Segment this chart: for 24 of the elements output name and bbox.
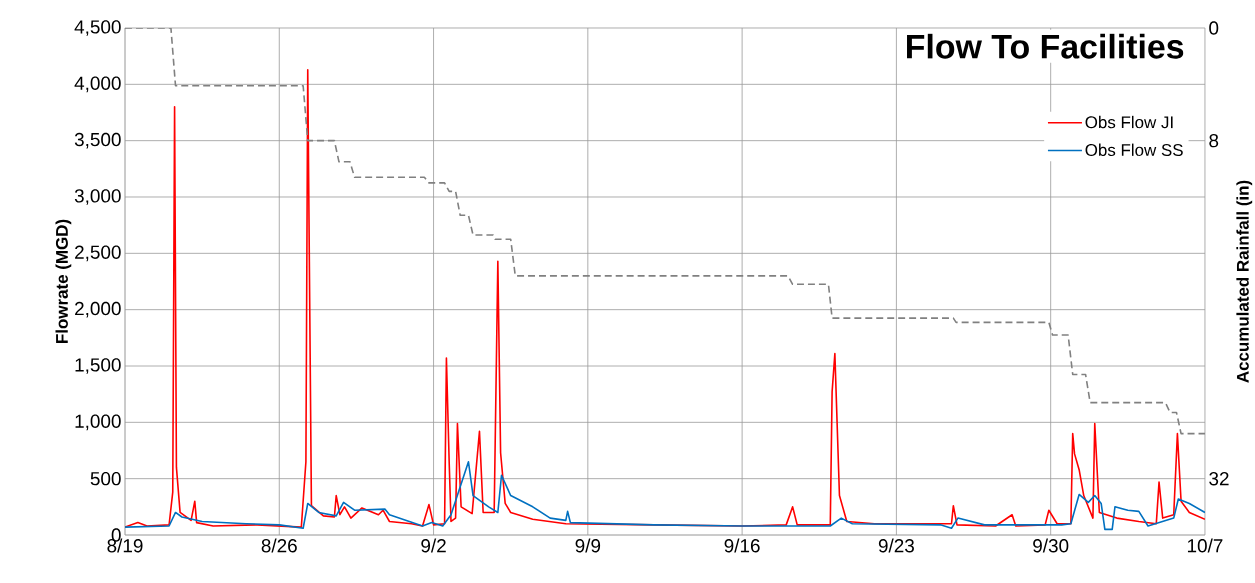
y-tick-label: 2,500: [75, 245, 121, 262]
legend-label: Obs Flow JI: [1085, 115, 1173, 129]
y-tick-label: 1,500: [75, 358, 121, 374]
y-tick-label: 1,000: [75, 414, 121, 431]
y2-tick-label: 32: [1209, 471, 1229, 486]
x-tick-label: 9/30: [1033, 538, 1069, 553]
x-tick-label: 8/26: [261, 538, 297, 553]
y-axis-title: Flowrate (MGD): [55, 219, 72, 343]
y-tick-label: 2,000: [75, 301, 121, 318]
y-tick-label: 500: [90, 471, 121, 486]
x-tick-label: 10/7: [1187, 538, 1223, 553]
chart-title: Flow To Facilities: [907, 33, 1184, 59]
legend-label: Obs Flow SS: [1085, 143, 1183, 157]
y2-tick-label: 8: [1209, 133, 1219, 148]
y-tick-label: 4,000: [74, 76, 121, 93]
y-tick-label: 4,500: [74, 20, 121, 36]
y-tick-label: 3,000: [74, 189, 121, 205]
y2-axis-title: Accumulated Rainfall (in): [1236, 180, 1253, 383]
x-tick-label: 9/23: [878, 538, 914, 553]
x-tick-label: 9/9: [575, 538, 601, 553]
x-tick-label: 9/16: [724, 538, 760, 553]
y2-tick-label: 0: [1209, 21, 1219, 35]
x-tick-label: 9/2: [421, 538, 446, 553]
y-tick-label: 3,500: [74, 132, 121, 149]
